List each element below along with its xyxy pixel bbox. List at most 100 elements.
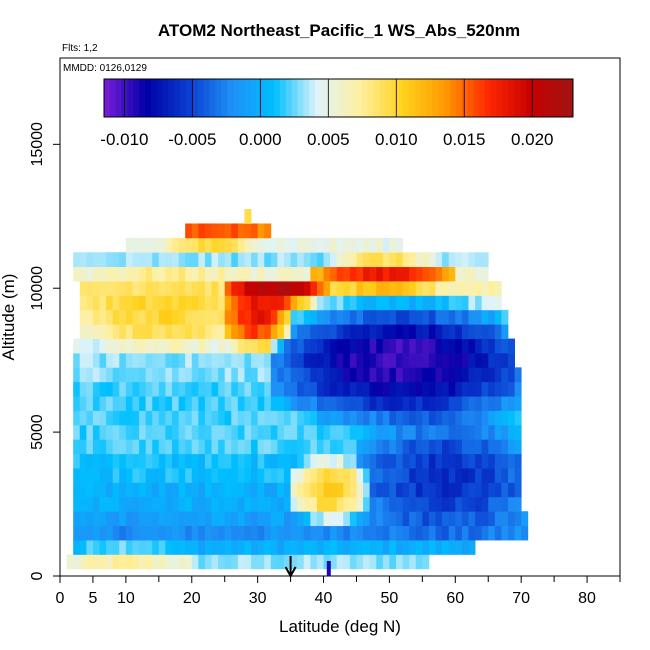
heatmap-cell <box>336 237 344 253</box>
heatmap-cell <box>297 511 305 527</box>
heatmap-cell <box>132 554 140 570</box>
heatmap-cell <box>112 295 120 311</box>
heatmap-cell <box>86 424 94 440</box>
heatmap-cell <box>343 482 351 498</box>
heatmap-cell <box>244 511 252 527</box>
heatmap-cell <box>303 352 311 368</box>
heatmap-cell <box>145 424 153 440</box>
heatmap-cell <box>92 309 100 325</box>
colorbar-segment <box>455 79 463 117</box>
heatmap-cell <box>363 410 371 426</box>
heatmap-cell <box>237 424 245 440</box>
heatmap-cell <box>185 338 193 354</box>
heatmap-cell <box>455 252 463 268</box>
heatmap-cell <box>277 338 285 354</box>
heatmap-cell <box>310 396 318 411</box>
heatmap-cell <box>277 352 285 368</box>
heatmap-cell <box>257 525 265 541</box>
heatmap-cell <box>264 540 272 555</box>
heatmap-cell <box>343 381 351 397</box>
heatmap-cell <box>172 396 179 411</box>
heatmap-cell <box>442 266 450 282</box>
heatmap-cell <box>112 482 120 498</box>
heatmap-cell <box>402 496 410 512</box>
heatmap-cell <box>224 554 232 570</box>
heatmap-cell <box>257 453 265 469</box>
heatmap-cell <box>376 424 384 440</box>
heatmap-cell <box>244 468 252 483</box>
heatmap-cell <box>488 439 496 455</box>
heatmap-cell <box>152 352 160 368</box>
heatmap-cell <box>376 309 384 325</box>
heatmap-cell <box>198 237 206 253</box>
heatmap-cell <box>185 554 193 570</box>
heatmap-cell <box>455 424 463 440</box>
heatmap-cell <box>316 540 324 555</box>
heatmap-cell <box>336 410 344 426</box>
heatmap-cell <box>356 381 364 397</box>
colorbar-segment <box>150 79 158 117</box>
heatmap-cell <box>73 496 81 512</box>
heatmap-cell <box>455 266 463 282</box>
heatmap-cell <box>349 453 357 469</box>
heatmap-cell <box>475 396 483 411</box>
heatmap-cell <box>244 252 252 268</box>
heatmap-cell <box>356 424 364 440</box>
heatmap-cell <box>112 266 120 282</box>
heatmap-cell <box>231 396 239 411</box>
colorbar-segment <box>549 79 556 117</box>
heatmap-cell <box>79 266 87 282</box>
heatmap-cell <box>422 453 430 469</box>
heatmap-cell <box>106 352 114 368</box>
heatmap-cell <box>284 281 291 296</box>
heatmap-cell <box>508 439 515 455</box>
heatmap-cell <box>139 281 147 296</box>
heatmap-cell <box>158 496 166 512</box>
heatmap-cell <box>125 266 133 282</box>
heatmap-cell <box>79 309 87 325</box>
heatmap-cell <box>204 496 212 512</box>
heatmap-cell <box>73 453 81 469</box>
heatmap-cell <box>277 266 285 282</box>
heatmap-cell <box>349 324 357 339</box>
heatmap-cell <box>257 439 265 455</box>
heatmap-cell <box>488 496 496 512</box>
colorbar-segment <box>174 79 181 117</box>
heatmap-cell <box>494 410 502 426</box>
heatmap-cell <box>86 410 94 426</box>
heatmap-cell <box>363 266 371 282</box>
heatmap-cell <box>422 410 430 426</box>
heatmap-cell <box>481 468 489 483</box>
heatmap-cell <box>343 396 351 411</box>
heatmap-cell <box>396 295 403 311</box>
heatmap-cell <box>204 338 212 354</box>
heatmap-cell <box>158 410 166 426</box>
heatmap-cell <box>79 367 87 383</box>
heatmap-cell <box>204 381 212 397</box>
heatmap-cell <box>369 237 377 253</box>
heatmap-cell <box>442 367 450 383</box>
heatmap-cell <box>106 453 114 469</box>
heatmap-cell <box>257 266 265 282</box>
heatmap-cell <box>461 381 469 397</box>
heatmap-cell <box>382 496 390 512</box>
heatmap-cell <box>323 266 331 282</box>
heatmap-cell <box>501 439 509 455</box>
heatmap-cell <box>237 324 245 339</box>
heatmap-cell <box>257 496 265 512</box>
heatmap-cell <box>461 252 469 268</box>
heatmap-cell <box>415 381 423 397</box>
heatmap-cell <box>475 410 483 426</box>
heatmap-cell <box>92 468 100 483</box>
heatmap-cell <box>165 554 173 570</box>
heatmap-cell <box>158 525 166 541</box>
heatmap-cell <box>145 252 153 268</box>
heatmap-cell <box>211 439 219 455</box>
heatmap-cell <box>270 453 278 469</box>
heatmap-cell <box>218 511 226 527</box>
heatmap-cell <box>415 324 423 339</box>
heatmap-cell <box>139 511 147 527</box>
heatmap-cell <box>237 511 245 527</box>
heatmap-cell <box>244 223 252 239</box>
heatmap-cell <box>211 540 219 555</box>
